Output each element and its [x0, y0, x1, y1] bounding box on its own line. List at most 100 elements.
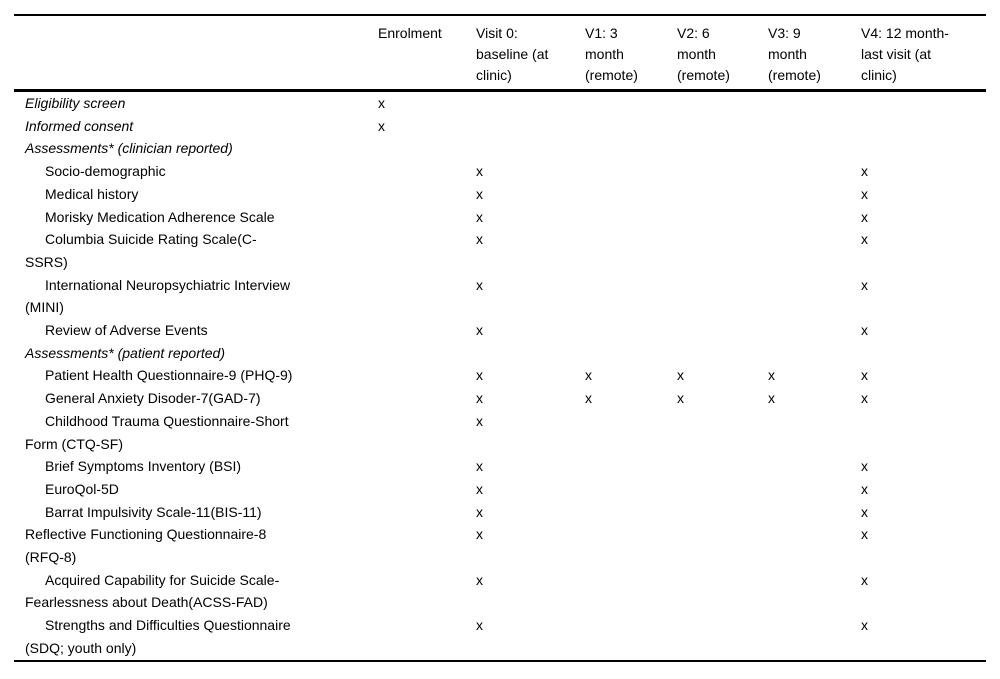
empty-cell	[669, 137, 760, 160]
empty-cell	[760, 91, 853, 115]
empty-cell	[669, 569, 760, 614]
visit-mark: x	[861, 367, 868, 384]
visit-mark: x	[768, 390, 775, 407]
visit-mark: x	[861, 617, 868, 634]
visit-mark: x	[476, 526, 483, 543]
row-label: International Neuropsychiatric Interview…	[25, 276, 291, 316]
visit-mark: x	[476, 208, 483, 225]
table-body: Eligibility screen x Informed consent x Asse…	[14, 91, 986, 661]
visit-mark: x	[677, 367, 684, 384]
empty-cell	[577, 91, 669, 115]
column-header-visit0: Visit 0: baseline (at clinic)	[468, 15, 577, 92]
row-label: Informed consent	[25, 117, 134, 134]
empty-cell	[370, 387, 468, 410]
empty-cell	[370, 501, 468, 524]
visit-mark: x	[476, 276, 483, 293]
empty-cell	[468, 137, 577, 160]
empty-cell	[468, 115, 577, 138]
visit-mark: x	[476, 571, 483, 588]
empty-cell	[669, 410, 760, 455]
row-label: Medical history	[45, 185, 139, 202]
row-label: Barrat Impulsivity Scale-11(BIS-11)	[45, 503, 262, 520]
table-row: Brief Symptoms Inventory (BSI) x x	[14, 455, 986, 478]
empty-cell	[370, 274, 468, 319]
empty-cell	[370, 478, 468, 501]
visit-mark: x	[861, 480, 868, 497]
visit-mark: x	[861, 526, 868, 543]
empty-cell	[853, 410, 986, 455]
empty-cell	[760, 455, 853, 478]
empty-cell	[577, 478, 669, 501]
visit-mark: x	[476, 367, 483, 384]
table-row: EuroQol-5D x x	[14, 478, 986, 501]
empty-cell	[669, 228, 760, 273]
table-row: Barrat Impulsivity Scale-11(BIS-11) x x	[14, 501, 986, 524]
empty-cell	[370, 206, 468, 229]
empty-cell	[370, 342, 468, 365]
visit-mark: x	[476, 503, 483, 520]
empty-cell	[577, 160, 669, 183]
visit-mark: x	[861, 390, 868, 407]
empty-cell	[577, 569, 669, 614]
empty-cell	[760, 160, 853, 183]
empty-cell	[760, 410, 853, 455]
empty-cell	[853, 91, 986, 115]
empty-cell	[669, 501, 760, 524]
row-label: Assessments* (clinician reported)	[25, 140, 233, 157]
row-label: Eligibility screen	[25, 95, 126, 111]
row-label: EuroQol-5D	[45, 480, 119, 497]
row-label: Childhood Trauma Questionnaire-Short For…	[25, 412, 289, 452]
empty-cell	[370, 183, 468, 206]
empty-cell	[853, 137, 986, 160]
empty-cell	[577, 410, 669, 455]
empty-cell	[468, 91, 577, 115]
visit-mark: x	[476, 617, 483, 634]
column-header-v3: V3: 9 month (remote)	[760, 15, 853, 92]
empty-cell	[669, 614, 760, 660]
empty-cell	[760, 523, 853, 568]
empty-cell	[370, 523, 468, 568]
visit-mark: x	[476, 322, 483, 339]
row-label: Strengths and Difficulties Questionnaire…	[25, 617, 291, 656]
empty-cell	[370, 455, 468, 478]
empty-cell	[760, 183, 853, 206]
empty-cell	[669, 523, 760, 568]
visit-mark: x	[861, 208, 868, 225]
visit-mark: x	[476, 480, 483, 497]
row-label: Morisky Medication Adherence Scale	[45, 208, 275, 225]
table-row: Strengths and Difficulties Questionnaire…	[14, 614, 986, 660]
empty-cell	[760, 115, 853, 138]
visit-mark: x	[861, 231, 868, 248]
visit-mark: x	[476, 458, 483, 475]
empty-cell	[577, 501, 669, 524]
empty-cell	[669, 115, 760, 138]
visit-mark: x	[585, 390, 592, 407]
row-label: Acquired Capability for Suicide Scale- F…	[25, 571, 280, 611]
empty-cell	[577, 183, 669, 206]
empty-cell	[577, 274, 669, 319]
row-label: Review of Adverse Events	[45, 322, 208, 339]
empty-cell	[669, 183, 760, 206]
row-label: Reflective Functioning Questionnaire-8 (…	[25, 526, 267, 566]
empty-cell	[669, 91, 760, 115]
table-row: Acquired Capability for Suicide Scale- F…	[14, 569, 986, 614]
empty-cell	[577, 342, 669, 365]
empty-cell	[370, 160, 468, 183]
table-row: General Anxiety Disoder-7(GAD-7) x x x x x	[14, 387, 986, 410]
empty-cell	[370, 569, 468, 614]
empty-cell	[669, 342, 760, 365]
visit-mark: x	[861, 276, 868, 293]
empty-cell	[577, 137, 669, 160]
visit-mark: x	[861, 503, 868, 520]
empty-cell	[577, 455, 669, 478]
empty-cell	[669, 478, 760, 501]
table-row: Reflective Functioning Questionnaire-8 (…	[14, 523, 986, 568]
empty-cell	[370, 228, 468, 273]
empty-cell	[760, 614, 853, 660]
empty-cell	[577, 614, 669, 660]
empty-cell	[669, 319, 760, 342]
study-schedule-table: Enrolment Visit 0: baseline (at clinic) …	[14, 14, 986, 662]
empty-cell	[370, 614, 468, 660]
header-row: Enrolment Visit 0: baseline (at clinic) …	[14, 15, 986, 92]
